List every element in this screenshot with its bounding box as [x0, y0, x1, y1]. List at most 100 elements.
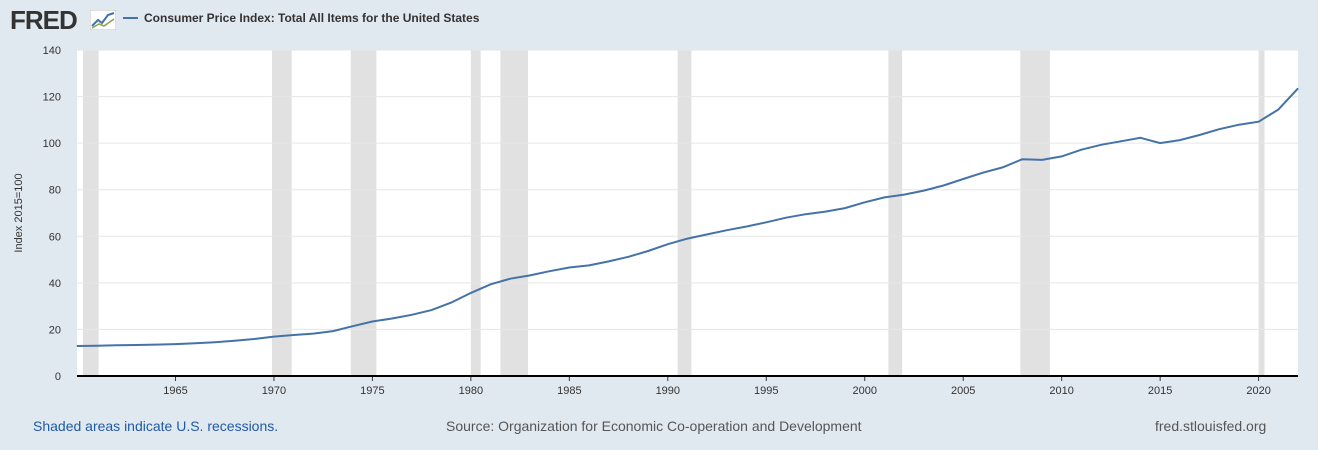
x-tick-label: 1965 [163, 385, 187, 397]
recession-note[interactable]: Shaded areas indicate U.S. recessions. [33, 418, 279, 434]
data-point [923, 190, 925, 192]
data-point [608, 260, 610, 262]
data-point [982, 172, 984, 174]
x-tick-label: 2000 [852, 385, 876, 397]
data-point [529, 274, 531, 276]
header: FRED Consumer Price Index: Total All Ite… [0, 0, 1318, 40]
data-point [490, 283, 492, 285]
fred-logo[interactable]: FRED [10, 5, 78, 35]
data-point [726, 229, 728, 231]
data-point [824, 211, 826, 213]
data-point [1297, 87, 1299, 89]
data-point [903, 194, 905, 196]
x-tick-label: 1970 [262, 385, 286, 397]
x-tick-label: 2015 [1148, 385, 1172, 397]
x-tick-label: 2005 [951, 385, 975, 397]
recession-band [82, 50, 99, 376]
data-point [568, 266, 570, 268]
x-tick-label: 2010 [1049, 385, 1073, 397]
data-point [352, 325, 354, 327]
recession-band [271, 50, 292, 376]
data-point [135, 344, 137, 346]
data-point [785, 217, 787, 219]
data-point [549, 270, 551, 272]
data-point [470, 292, 472, 294]
legend-line-swatch [123, 17, 138, 19]
data-point [76, 345, 78, 347]
data-point [96, 345, 98, 347]
data-point [706, 233, 708, 235]
data-point [430, 309, 432, 311]
data-point [1159, 142, 1161, 144]
data-point [765, 221, 767, 223]
recession-band [888, 50, 903, 376]
data-point [312, 333, 314, 335]
y-axis-label: Index 2015=100 [13, 173, 25, 252]
data-point [746, 226, 748, 228]
data-point [253, 338, 255, 340]
data-point [1120, 140, 1122, 142]
data-point [1061, 155, 1063, 157]
data-point [450, 302, 452, 304]
data-point [411, 314, 413, 316]
y-tick-label: 80 [49, 185, 61, 197]
x-tick-label: 2020 [1246, 385, 1270, 397]
data-point [1258, 121, 1260, 123]
data-point [1139, 137, 1141, 139]
recession-band [470, 50, 481, 376]
data-point [883, 196, 885, 198]
data-point [627, 256, 629, 258]
data-point [293, 334, 295, 336]
recession-band [350, 50, 377, 376]
recession-band [1020, 50, 1050, 376]
data-point [1002, 166, 1004, 168]
site-link[interactable]: fred.stlouisfed.org [1155, 418, 1267, 434]
recession-band [500, 50, 528, 376]
data-point [1179, 139, 1181, 141]
source-note: Source: Organization for Economic Co-ope… [446, 418, 862, 434]
data-point [273, 336, 275, 338]
y-tick-label: 60 [49, 231, 61, 243]
legend-series-label: Consumer Price Index: Total All Items fo… [144, 11, 480, 25]
data-point [1080, 149, 1082, 151]
data-point [588, 264, 590, 266]
data-point [214, 341, 216, 343]
data-point [844, 207, 846, 209]
data-point [687, 238, 688, 240]
recession-band [1258, 50, 1265, 376]
x-tick-label: 1990 [656, 385, 680, 397]
data-point [667, 243, 669, 245]
data-point [1199, 134, 1201, 136]
data-point [1277, 109, 1279, 111]
x-tick-label: 1995 [754, 385, 778, 397]
data-point [155, 344, 157, 346]
x-tick-label: 1975 [360, 385, 384, 397]
x-tick-label: 1980 [459, 385, 483, 397]
data-point [509, 278, 511, 280]
data-point [1218, 128, 1220, 130]
data-point [864, 201, 866, 203]
recession-band [677, 50, 692, 376]
chart-area: 0 20 40 60 80 100 120 140 1965 1970 1975 1980 1985 19… [0, 40, 1318, 405]
x-tick-label: 1985 [557, 385, 581, 397]
cpi-line-chart[interactable]: 0 20 40 60 80 100 120 140 1965 1970 1975 1980 1985 19… [0, 40, 1318, 400]
data-point [332, 330, 334, 332]
y-tick-label: 100 [43, 138, 61, 150]
data-point [1021, 158, 1023, 160]
data-point [174, 343, 176, 345]
y-tick-label: 0 [55, 371, 61, 383]
data-point [1041, 159, 1043, 161]
y-tick-label: 20 [49, 324, 61, 336]
data-point [962, 178, 964, 180]
chart-legend[interactable]: Consumer Price Index: Total All Items fo… [123, 11, 479, 25]
data-point [194, 342, 196, 344]
data-point [1100, 144, 1102, 146]
data-point [391, 317, 393, 319]
data-point [115, 344, 117, 346]
y-tick-label: 40 [49, 278, 61, 290]
y-tick-label: 120 [43, 92, 61, 104]
data-point [234, 340, 236, 342]
data-point [647, 250, 649, 252]
data-point [371, 321, 373, 323]
trend-graph-icon [90, 10, 116, 30]
